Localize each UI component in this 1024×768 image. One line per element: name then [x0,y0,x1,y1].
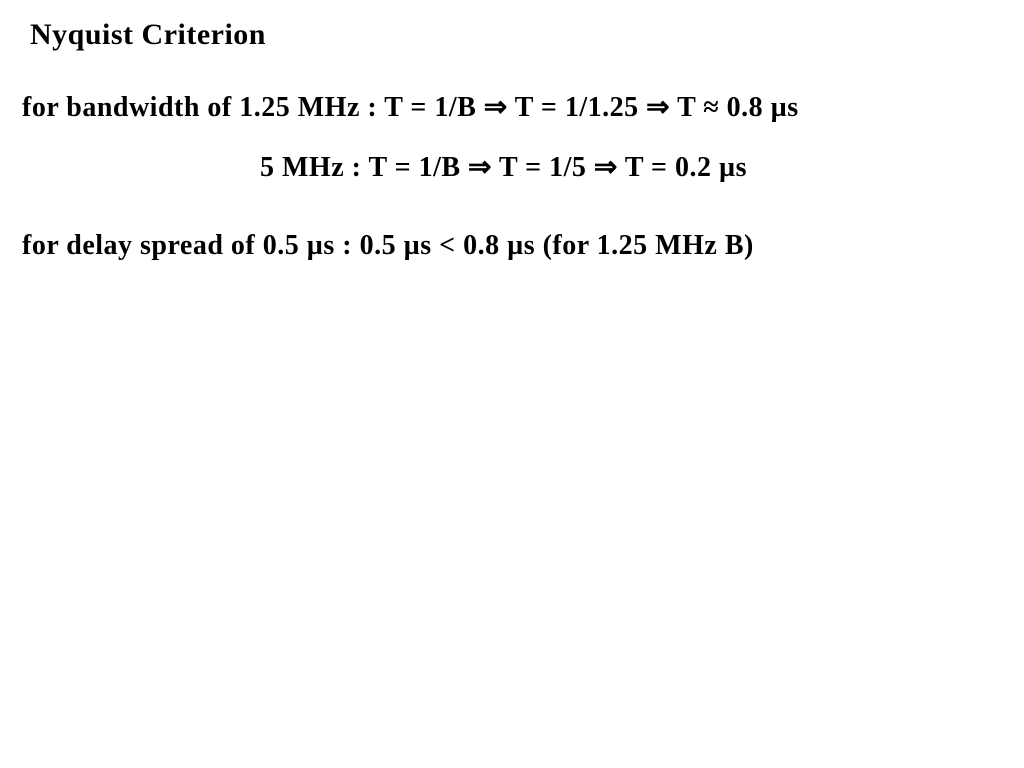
handwritten-notes-page: Nyquist Criterion for bandwidth of 1.25 … [0,0,1024,768]
title-text: Nyquist Criterion [30,18,266,52]
bandwidth-line-1: for bandwidth of 1.25 MHz : T = 1/B ⇒ T … [22,90,799,124]
bandwidth-line-2: 5 MHz : T = 1/B ⇒ T = 1/5 ⇒ T = 0.2 µs [260,150,747,184]
delay-spread-line: for delay spread of 0.5 µs : 0.5 µs < 0.… [22,230,754,262]
